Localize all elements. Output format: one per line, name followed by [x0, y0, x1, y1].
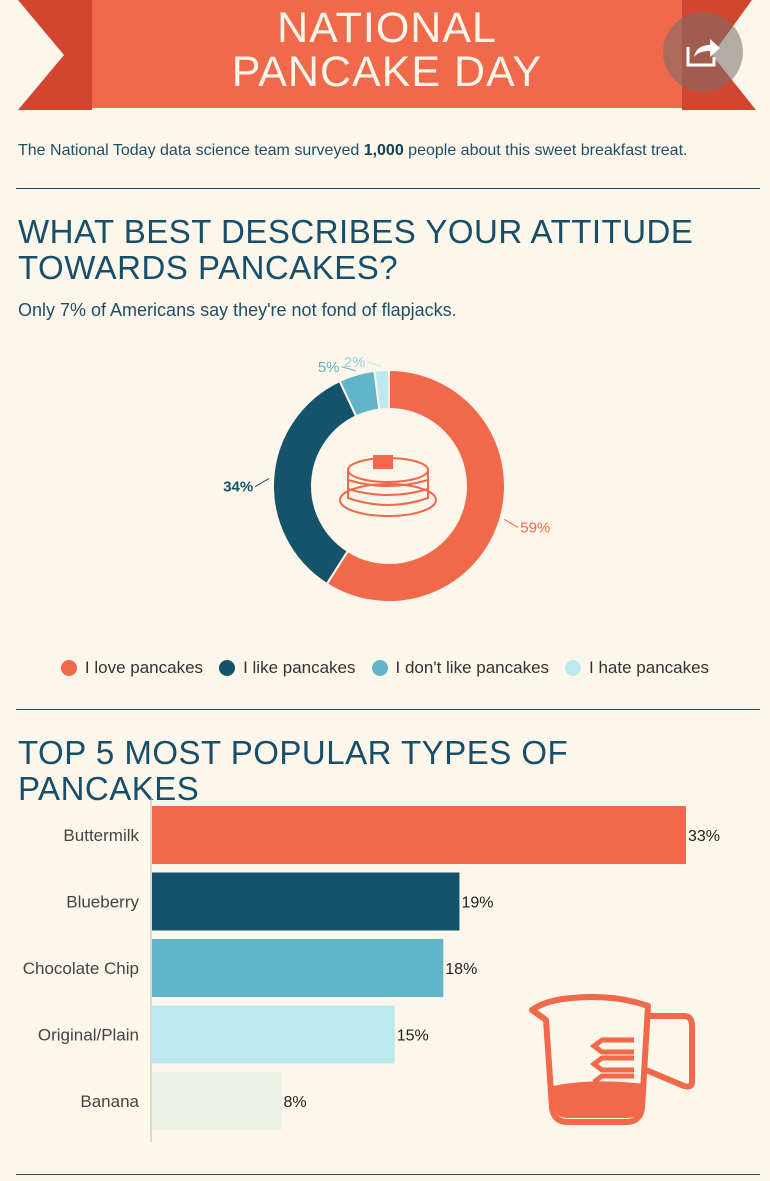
divider	[16, 709, 760, 710]
legend-item-0: I love pancakes	[60, 658, 204, 678]
donut-slice-1	[272, 379, 358, 586]
page-title: NATIONAL PANCAKE DAY	[92, 6, 682, 94]
legend-swatch-0	[60, 660, 77, 676]
donut-title: WHAT BEST DESCRIBES YOUR ATTITUDE TOWARD…	[18, 213, 694, 286]
legend-swatch-1	[219, 660, 236, 676]
donut-leader-0	[503, 519, 519, 528]
bar-value-1: 19%	[461, 895, 493, 912]
bar-value-3: 15%	[397, 1028, 429, 1045]
donut-legend: I love pancakes I like pancakes I don't li…	[0, 658, 770, 678]
legend-swatch-2	[371, 660, 388, 676]
intro-text: The National Today data science team sur…	[18, 142, 758, 160]
donut-labels: 59% 34% 5% 2%	[223, 354, 550, 536]
legend-label-1: I like pancakes	[243, 658, 356, 677]
donut-label-0: 59%	[520, 519, 550, 536]
intro-after: people about this sweet breakfast treat.	[403, 142, 688, 159]
bar-value-0: 33%	[688, 828, 720, 845]
divider	[16, 188, 760, 189]
donut-slices	[272, 368, 506, 603]
attitude-donut-chart: 59% 34% 5% 2%	[223, 354, 550, 603]
donut-leader-2	[341, 366, 356, 372]
bar-value-2: 18%	[445, 961, 477, 978]
bar-1	[152, 872, 460, 931]
bar-category-0: Buttermilk	[63, 826, 139, 845]
donut-subtitle: Only 7% of Americans say they're not fon…	[18, 300, 457, 320]
legend-label-2: I don't like pancakes	[395, 658, 550, 677]
donut-label-1: 34%	[223, 478, 253, 495]
bar-category-2: Chocolate Chip	[23, 959, 139, 978]
share-icon	[686, 39, 720, 67]
donut-slice-3	[373, 368, 390, 411]
bar-chart-title: TOP 5 MOST POPULAR TYPES OF PANCAKES	[18, 734, 569, 807]
bar-3	[152, 1005, 395, 1064]
bar-value-4: 8%	[283, 1094, 306, 1111]
bar-category-4: Banana	[80, 1092, 139, 1111]
legend-item-2: I don't like pancakes	[371, 658, 550, 678]
legend-swatch-3	[565, 660, 582, 676]
bar-group: Buttermilk 33% Blueberry 19% Chocolate Chip 1…	[23, 806, 720, 1130]
title-line-2: PANCAKE DAY	[231, 48, 543, 96]
pancake-stack-icon	[339, 455, 437, 517]
bar-category-1: Blueberry	[66, 893, 139, 912]
share-button[interactable]	[663, 12, 743, 92]
legend-label-3: I hate pancakes	[589, 658, 710, 677]
legend-item-3: I hate pancakes	[565, 658, 709, 678]
bar-category-3: Original/Plain	[38, 1026, 139, 1045]
donut-leader-3	[367, 361, 382, 367]
title-line-1: NATIONAL	[277, 4, 497, 52]
legend-label-0: I love pancakes	[84, 658, 204, 677]
legend-item-1: I like pancakes	[219, 658, 356, 678]
divider	[16, 1174, 760, 1175]
bar-2	[152, 939, 444, 997]
donut-leader-1	[254, 478, 270, 487]
donut-label-2: 5%	[318, 359, 340, 376]
intro-before: The National Today data science team sur…	[18, 142, 364, 159]
bar-4	[152, 1072, 282, 1130]
bar-0	[152, 806, 686, 864]
pancake-types-bar-chart: Buttermilk 33% Blueberry 19% Chocolate Chip 1…	[23, 798, 720, 1142]
measuring-cup-icon	[529, 994, 695, 1125]
donut-label-3: 2%	[344, 354, 366, 371]
survey-count: 1,000	[363, 142, 404, 159]
donut-slice-0	[325, 368, 506, 603]
